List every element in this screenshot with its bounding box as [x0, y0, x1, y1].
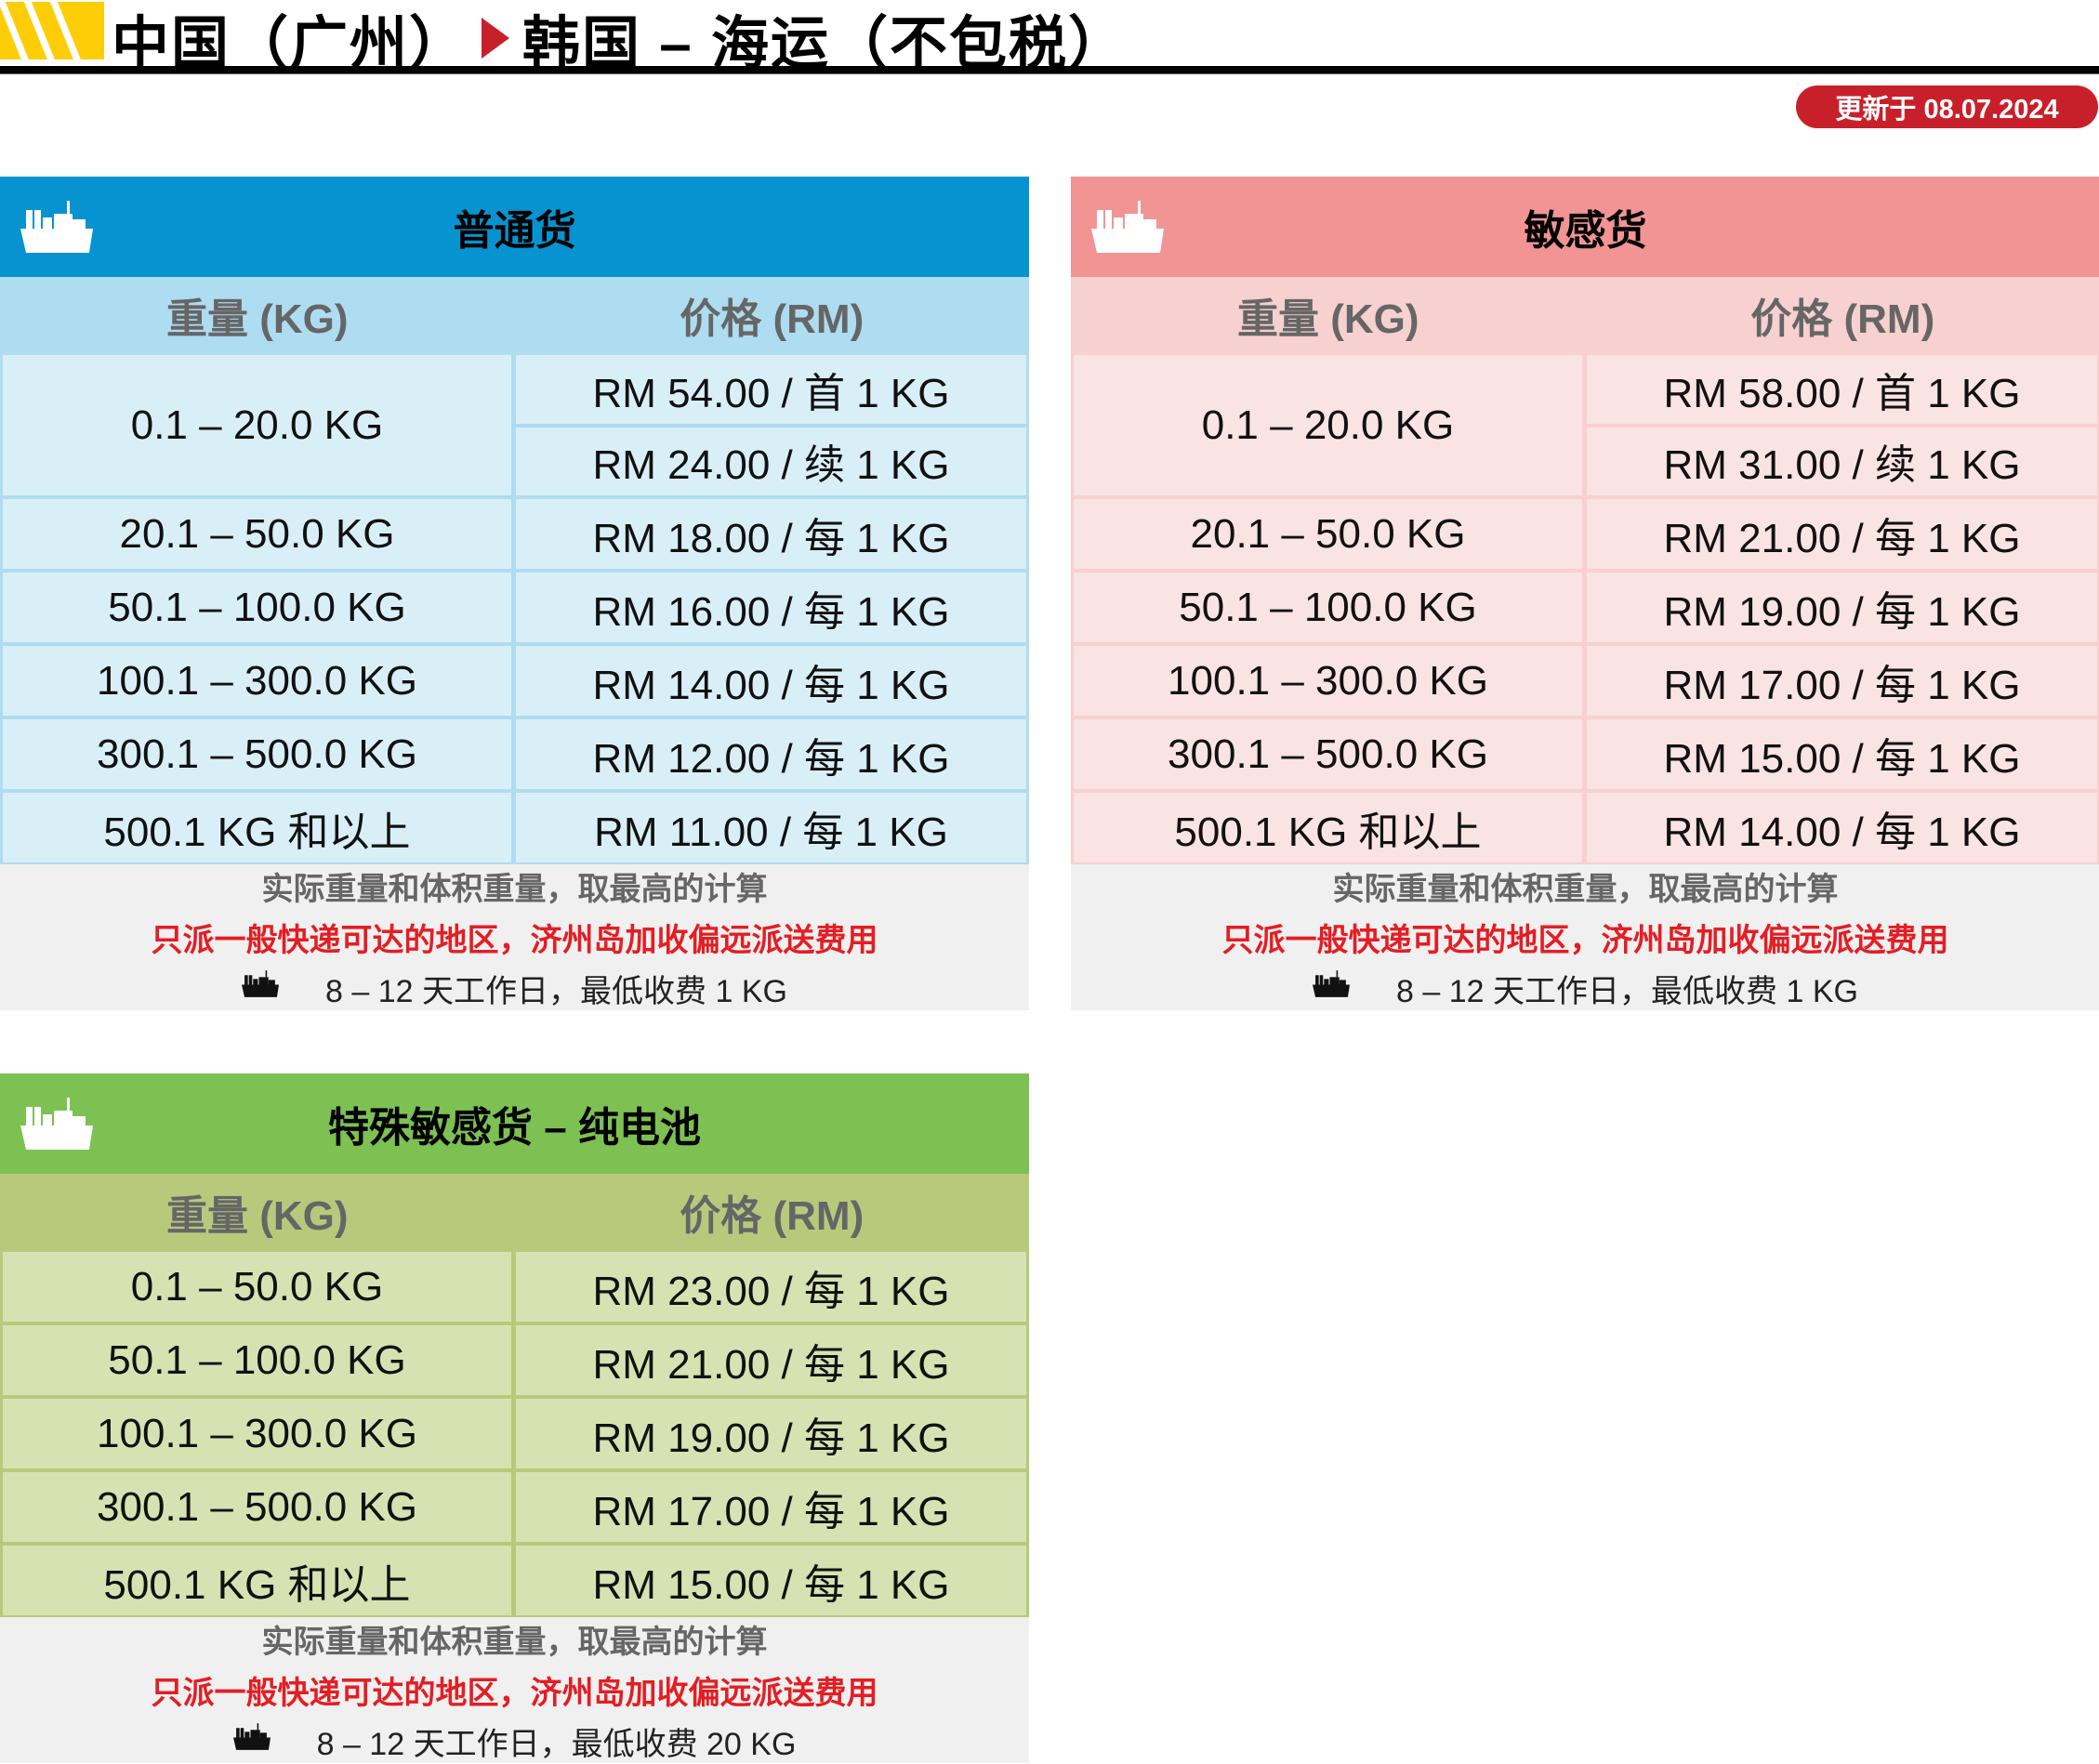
price-cell: RM 14.00 / 每 1 KG	[1585, 791, 2099, 864]
price-cell: RM 58.00 / 首 1 KG	[1585, 353, 2099, 426]
price-cell: RM 31.00 / 续 1 KG	[1585, 425, 2099, 497]
table-row: 300.1 – 500.0 KG RM 15.00 / 每 1 KG	[1071, 717, 2099, 791]
ship-icon	[1091, 201, 1164, 255]
ship-icon	[1313, 970, 1351, 1007]
price-cell: RM 15.00 / 每 1 KG	[1585, 717, 2099, 791]
table-row: 0.1 – 20.0 KG RM 58.00 / 首 1 KG RM 31.00 …	[1071, 353, 2099, 497]
panel-sensitive: 敏感货 重量 (KG) 价格 (RM) 0.1 – 20.0 KG RM 58.…	[1071, 177, 2099, 1010]
weight-cell: 0.1 – 50.0 KG	[0, 1250, 514, 1323]
price-cell: RM 17.00 / 每 1 KG	[1585, 644, 2099, 717]
note-weight: 实际重量和体积重量，取最高的计算	[261, 872, 768, 907]
panel-title: 敏感货	[1524, 208, 1647, 254]
note-weight: 实际重量和体积重量，取最高的计算	[261, 1625, 768, 1660]
table-row: 0.1 – 20.0 KG RM 54.00 / 首 1 KG RM 24.00 …	[0, 353, 1029, 497]
price-cell: RM 11.00 / 每 1 KG	[514, 791, 1029, 864]
table-row: 100.1 – 300.0 KG RM 14.00 / 每 1 KG	[0, 644, 1029, 717]
arrow-right-icon	[482, 18, 510, 59]
price-cell: RM 24.00 / 续 1 KG	[514, 425, 1029, 497]
ship-icon	[20, 1098, 93, 1152]
price-cell: RM 19.00 / 每 1 KG	[514, 1397, 1029, 1470]
price-cell: RM 19.00 / 每 1 KG	[1585, 571, 2099, 644]
panel-title: 普通货	[453, 208, 576, 254]
title-bar: 中国（广州） 韩国 – 海运（不包税）	[0, 0, 2099, 76]
weight-cell: 20.1 – 50.0 KG	[0, 497, 514, 571]
column-headers: 重量 (KG) 价格 (RM)	[1071, 277, 2099, 353]
price-cell: RM 18.00 / 每 1 KG	[514, 497, 1029, 571]
panel-header: 普通货	[0, 177, 1029, 277]
title-rule	[0, 66, 2099, 74]
column-weight: 重量 (KG)	[165, 1193, 349, 1239]
column-headers: 重量 (KG) 价格 (RM)	[0, 277, 1029, 353]
page-title: 中国（广州） 韩国 – 海运（不包税）	[112, 0, 1128, 80]
note-transit: 8 – 12 天工作日，最低收费 20 KG	[316, 1727, 797, 1762]
title-origin: 中国（广州）	[112, 12, 469, 76]
price-cell: RM 16.00 / 每 1 KG	[514, 571, 1029, 644]
weight-cell: 500.1 KG 和以上	[0, 1544, 514, 1617]
table-row: 50.1 – 100.0 KG RM 19.00 / 每 1 KG	[1071, 571, 2099, 644]
note-transit: 8 – 12 天工作日，最低收费 1 KG	[1396, 974, 1858, 1009]
weight-cell: 100.1 – 300.0 KG	[1071, 644, 1585, 717]
table-row: 20.1 – 50.0 KG RM 21.00 / 每 1 KG	[1071, 497, 2099, 571]
price-cell: RM 17.00 / 每 1 KG	[514, 1470, 1029, 1544]
price-cell: RM 54.00 / 首 1 KG	[514, 353, 1029, 426]
price-cell: RM 15.00 / 每 1 KG	[514, 1544, 1029, 1617]
table-row: 500.1 KG 和以上 RM 14.00 / 每 1 KG	[1071, 791, 2099, 864]
updated-badge: 更新于 08.07.2024	[1796, 86, 2098, 128]
weight-cell: 500.1 KG 和以上	[0, 791, 514, 864]
panel-header: 敏感货	[1071, 177, 2099, 277]
table-row: 300.1 – 500.0 KG RM 17.00 / 每 1 KG	[0, 1470, 1029, 1544]
note-weight: 实际重量和体积重量，取最高的计算	[1332, 872, 1839, 907]
column-price: 价格 (RM)	[680, 1193, 865, 1239]
table-row: 100.1 – 300.0 KG RM 17.00 / 每 1 KG	[1071, 644, 2099, 717]
column-price: 价格 (RM)	[680, 296, 865, 342]
panel-footer: 实际重量和体积重量，取最高的计算 只派一般快递可达的地区，济州岛加收偏远派送费用…	[0, 864, 1029, 1010]
price-cell: RM 14.00 / 每 1 KG	[514, 644, 1029, 717]
column-weight: 重量 (KG)	[1236, 296, 1419, 342]
table-row: 50.1 – 100.0 KG RM 16.00 / 每 1 KG	[0, 571, 1029, 644]
weight-cell: 0.1 – 20.0 KG	[0, 353, 514, 497]
weight-cell: 300.1 – 500.0 KG	[0, 717, 514, 791]
weight-cell: 100.1 – 300.0 KG	[0, 644, 514, 717]
price-cell: RM 23.00 / 每 1 KG	[514, 1250, 1029, 1323]
note-delivery: 只派一般快递可达的地区，济州岛加收偏远派送费用	[1221, 923, 1949, 958]
panel-general: 普通货 重量 (KG) 价格 (RM) 0.1 – 20.0 KG RM 54.…	[0, 177, 1029, 1010]
table-row: 500.1 KG 和以上 RM 15.00 / 每 1 KG	[0, 1544, 1029, 1617]
table-row: 20.1 – 50.0 KG RM 18.00 / 每 1 KG	[0, 497, 1029, 571]
panel-header: 特殊敏感货 – 纯电池	[0, 1073, 1029, 1174]
table-row: 50.1 – 100.0 KG RM 21.00 / 每 1 KG	[0, 1323, 1029, 1397]
ship-icon	[242, 970, 280, 1007]
ship-icon	[20, 201, 93, 255]
ship-icon	[232, 1723, 271, 1759]
note-transit: 8 – 12 天工作日，最低收费 1 KG	[325, 974, 787, 1009]
weight-cell: 50.1 – 100.0 KG	[0, 1323, 514, 1397]
table-row: 100.1 – 300.0 KG RM 19.00 / 每 1 KG	[0, 1397, 1029, 1470]
price-cell: RM 12.00 / 每 1 KG	[514, 717, 1029, 791]
price-cell: RM 21.00 / 每 1 KG	[1585, 497, 2099, 571]
note-delivery: 只派一般快递可达的地区，济州岛加收偏远派送费用	[151, 923, 878, 958]
panel-footer: 实际重量和体积重量，取最高的计算 只派一般快递可达的地区，济州岛加收偏远派送费用…	[0, 1617, 1029, 1763]
weight-cell: 50.1 – 100.0 KG	[1071, 571, 1585, 644]
weight-cell: 100.1 – 300.0 KG	[0, 1397, 514, 1470]
weight-cell: 300.1 – 500.0 KG	[1071, 717, 1585, 791]
column-headers: 重量 (KG) 价格 (RM)	[0, 1174, 1029, 1250]
panel-title: 特殊敏感货 – 纯电池	[328, 1105, 701, 1151]
column-weight: 重量 (KG)	[165, 296, 349, 342]
weight-cell: 500.1 KG 和以上	[1071, 791, 1585, 864]
panel-battery: 特殊敏感货 – 纯电池 重量 (KG) 价格 (RM) 0.1 – 50.0 K…	[0, 1073, 1029, 1763]
table-row: 500.1 KG 和以上 RM 11.00 / 每 1 KG	[0, 791, 1029, 864]
weight-cell: 0.1 – 20.0 KG	[1071, 353, 1585, 497]
stripes-logo	[0, 2, 104, 59]
table-row: 300.1 – 500.0 KG RM 12.00 / 每 1 KG	[0, 717, 1029, 791]
weight-cell: 50.1 – 100.0 KG	[0, 571, 514, 644]
panel-footer: 实际重量和体积重量，取最高的计算 只派一般快递可达的地区，济州岛加收偏远派送费用…	[1071, 864, 2099, 1010]
column-price: 价格 (RM)	[1750, 296, 1935, 342]
table-row: 0.1 – 50.0 KG RM 23.00 / 每 1 KG	[0, 1250, 1029, 1323]
weight-cell: 20.1 – 50.0 KG	[1071, 497, 1585, 571]
weight-cell: 300.1 – 500.0 KG	[0, 1470, 514, 1544]
price-cell: RM 21.00 / 每 1 KG	[514, 1323, 1029, 1397]
note-delivery: 只派一般快递可达的地区，济州岛加收偏远派送费用	[151, 1676, 878, 1711]
title-destination: 韩国 – 海运（不包税）	[522, 12, 1128, 76]
